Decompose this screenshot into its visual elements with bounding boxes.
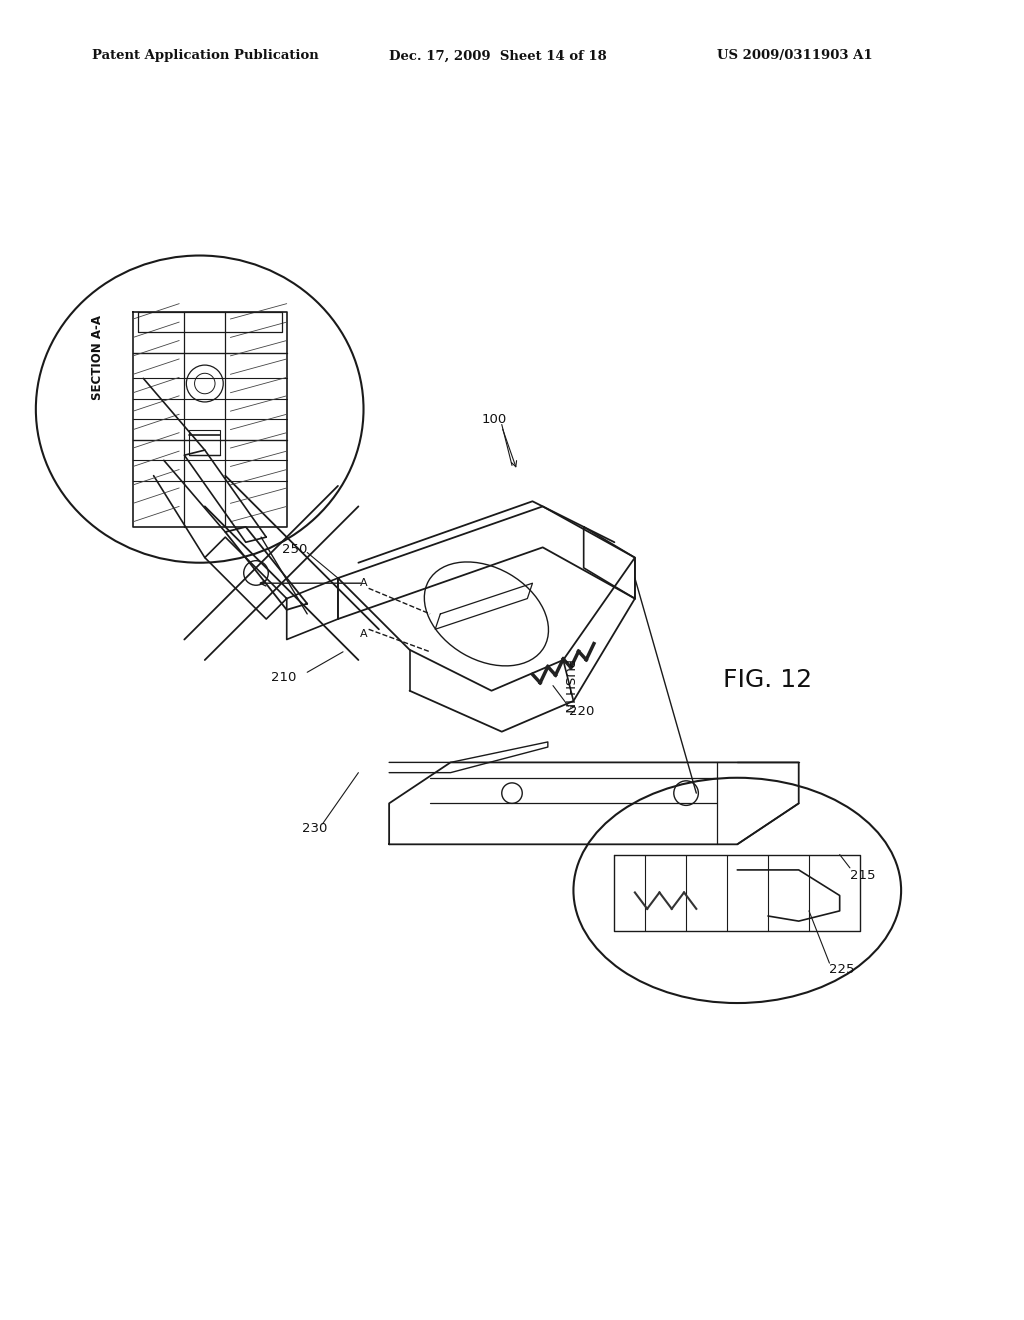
Bar <box>189 429 220 455</box>
Text: Patent Application Publication: Patent Application Publication <box>92 49 318 62</box>
Text: SECTION A-A: SECTION A-A <box>91 315 103 400</box>
Text: 215: 215 <box>850 869 876 882</box>
Text: US 2009/0311903 A1: US 2009/0311903 A1 <box>717 49 872 62</box>
Text: 250: 250 <box>282 543 307 556</box>
Text: Dec. 17, 2009  Sheet 14 of 18: Dec. 17, 2009 Sheet 14 of 18 <box>389 49 607 62</box>
Text: 210: 210 <box>271 671 297 684</box>
Text: PUSH IN: PUSH IN <box>562 659 574 713</box>
Text: 225: 225 <box>829 962 855 975</box>
Text: 220: 220 <box>569 705 595 718</box>
Text: A: A <box>359 578 368 589</box>
Text: FIG. 12: FIG. 12 <box>723 668 813 693</box>
Text: 100: 100 <box>481 413 507 426</box>
Text: A: A <box>359 630 368 639</box>
Text: 230: 230 <box>302 822 328 836</box>
